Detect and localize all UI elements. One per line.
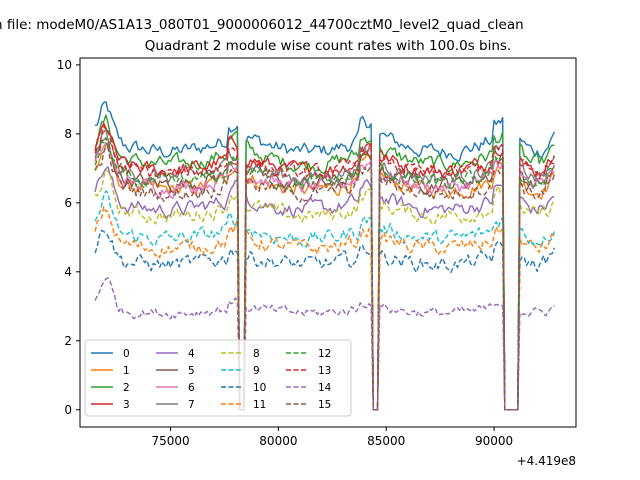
series-line-14 <box>94 277 555 411</box>
legend-label-11: 11 <box>253 399 266 411</box>
y-axis: 0 2 4 6 8 10 <box>57 58 80 417</box>
y-tick-label: 0 <box>64 403 72 417</box>
legend-label-9: 9 <box>253 365 260 377</box>
x-axis-offset-label: +4.419e8 <box>517 454 576 468</box>
legend-label-2: 2 <box>123 382 130 394</box>
x-tick-label: 90000 <box>475 434 513 448</box>
legend-label-15: 15 <box>318 399 331 411</box>
legend-label-13: 13 <box>318 365 331 377</box>
legend-label-4: 4 <box>188 348 195 360</box>
legend-label-1: 1 <box>123 365 130 377</box>
legend-label-12: 12 <box>318 348 331 360</box>
legend-label-14: 14 <box>318 382 332 394</box>
series-line-13 <box>94 125 556 411</box>
x-tick-label: 85000 <box>367 434 405 448</box>
series-line-0 <box>94 101 556 411</box>
legend-label-0: 0 <box>123 348 130 360</box>
y-tick-label: 2 <box>64 334 72 348</box>
legend-label-5: 5 <box>188 365 195 377</box>
figure-suptitle: n file: modeM0/AS1A13_080T01_9000006012_… <box>0 17 524 33</box>
legend-label-7: 7 <box>188 399 195 411</box>
plot-area <box>94 101 556 411</box>
legend-label-3: 3 <box>123 399 130 411</box>
series-line-8 <box>94 169 555 411</box>
y-tick-label: 6 <box>64 196 72 210</box>
series-line-1 <box>94 142 555 411</box>
legend-box <box>84 339 352 417</box>
y-tick-label: 4 <box>64 265 72 279</box>
x-tick-label: 80000 <box>259 434 297 448</box>
x-axis: 75000 80000 85000 90000 <box>151 427 513 448</box>
series-line-10 <box>94 229 556 411</box>
axes-frame <box>79 57 577 428</box>
series-line-4 <box>94 166 555 411</box>
y-tick-label: 8 <box>64 127 72 141</box>
series-line-12 <box>94 136 555 411</box>
y-tick-label: 10 <box>57 58 72 72</box>
series-line-11 <box>94 206 555 411</box>
legend-label-8: 8 <box>253 348 260 360</box>
legend-label-6: 6 <box>188 382 195 394</box>
x-tick-label: 75000 <box>151 434 189 448</box>
series-line-9 <box>94 190 556 411</box>
chart-title: Quadrant 2 module wise count rates with … <box>145 38 511 54</box>
legend-label-10: 10 <box>253 382 266 394</box>
series-line-15 <box>94 146 556 411</box>
